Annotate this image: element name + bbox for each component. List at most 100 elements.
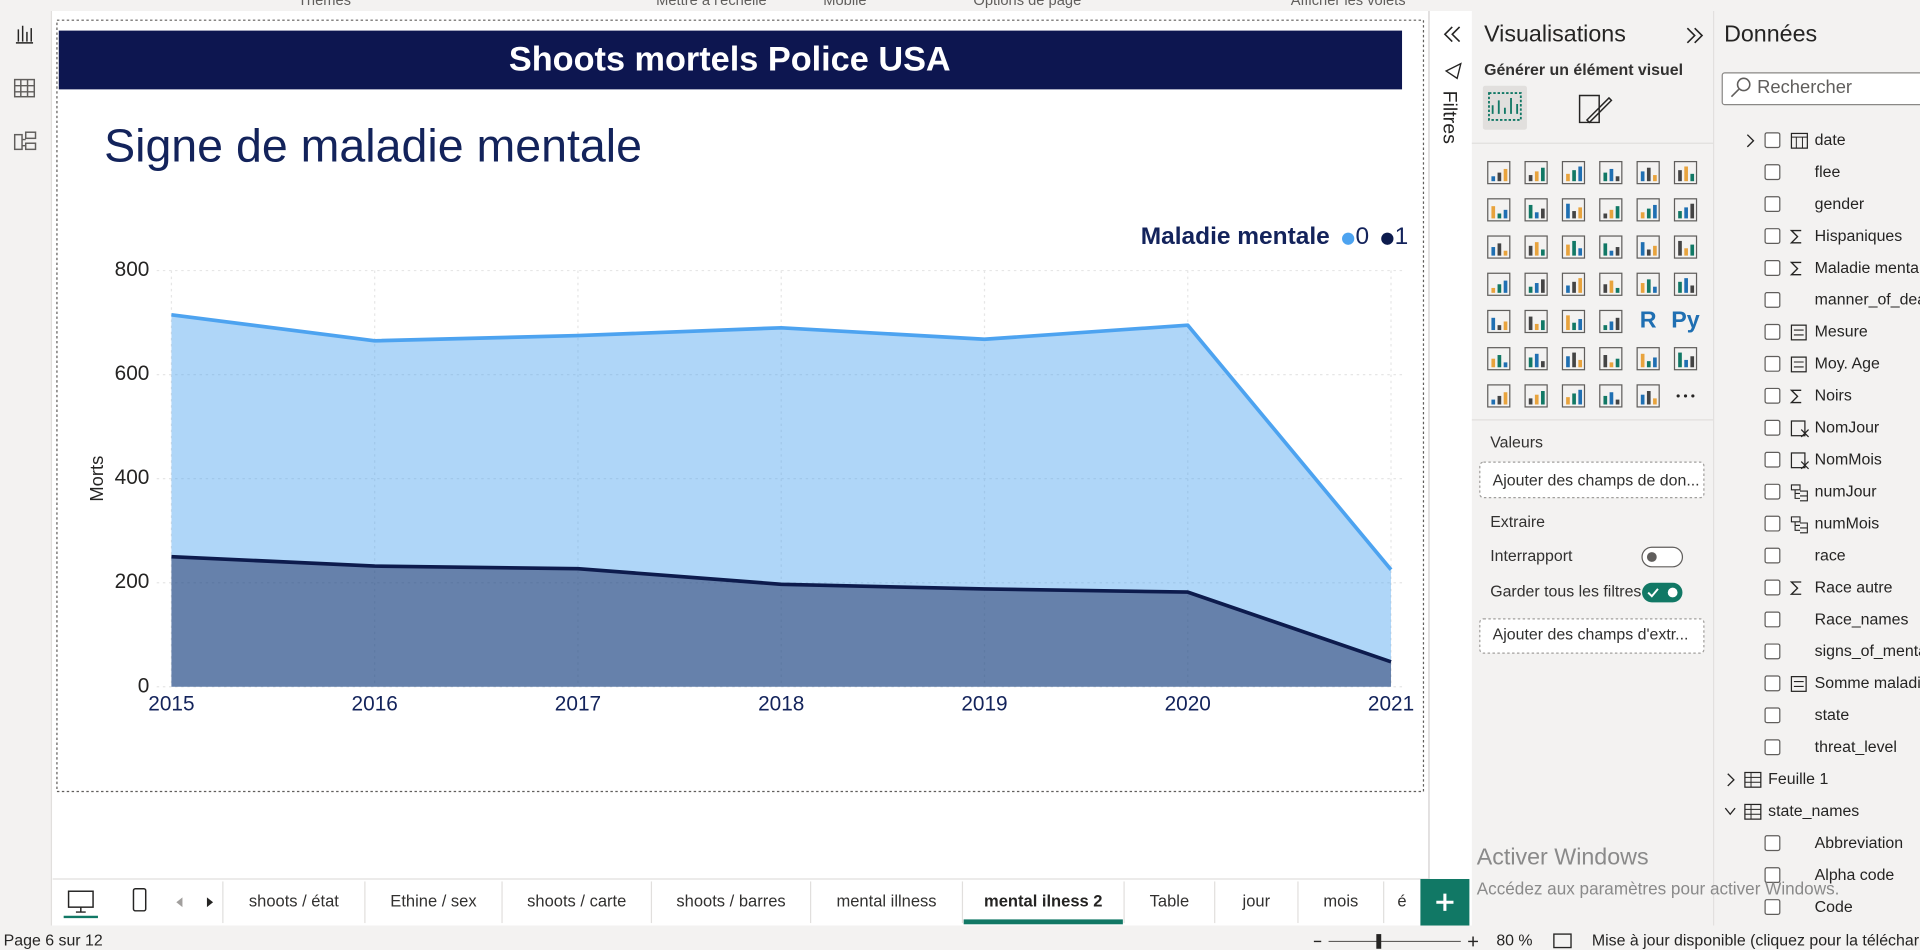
visual-icon[interactable] — [1524, 198, 1548, 222]
field-row[interactable]: Mesure — [1764, 324, 1868, 341]
visual-icon[interactable] — [1561, 235, 1586, 259]
field-row[interactable]: date — [1746, 132, 1846, 149]
field-row[interactable]: Alpha code — [1764, 867, 1894, 884]
format-visual-tab[interactable] — [1578, 94, 1613, 124]
field-row[interactable]: Abbreviation — [1764, 835, 1903, 852]
visual-icon[interactable] — [1561, 272, 1586, 296]
visual-icon[interactable] — [1524, 272, 1548, 296]
visual-icon[interactable] — [1487, 309, 1511, 334]
prev-page[interactable] — [176, 897, 183, 908]
filters-label[interactable]: Filtres — [1438, 91, 1460, 145]
field-row[interactable]: Noirs — [1764, 388, 1852, 405]
visual-icon[interactable] — [1673, 160, 1698, 185]
field-row[interactable]: Maladie menta — [1764, 260, 1919, 277]
visual-icon[interactable] — [1487, 160, 1511, 185]
page-tab[interactable]: mental illness — [836, 892, 936, 911]
visual-icon[interactable] — [1561, 384, 1586, 408]
visual-icon[interactable] — [1599, 235, 1623, 259]
collapse-filters[interactable] — [1443, 26, 1461, 43]
update-notice[interactable]: Mise à jour disponible (cliquez pour la … — [1592, 933, 1920, 950]
visual-icon[interactable] — [1636, 272, 1660, 296]
field-row[interactable]: numMois — [1764, 515, 1879, 534]
page-tab[interactable]: Ethine / sex — [390, 892, 477, 911]
visual-icon[interactable] — [1524, 347, 1548, 371]
cross-report-toggle[interactable] — [1641, 546, 1684, 568]
fit-page[interactable] — [1553, 933, 1572, 949]
search-box[interactable] — [1721, 72, 1920, 106]
visual-icon[interactable] — [1636, 160, 1660, 185]
visual-icon[interactable] — [1561, 160, 1586, 185]
page-tab[interactable]: jour — [1242, 892, 1271, 911]
visual-icon[interactable] — [1599, 384, 1623, 408]
expand-pane[interactable] — [1686, 27, 1704, 44]
field-row[interactable]: NomMois — [1764, 452, 1882, 470]
visual-icon[interactable] — [1524, 160, 1548, 185]
visual-icon[interactable] — [1599, 309, 1623, 334]
table-view-icon[interactable] — [13, 78, 36, 98]
visual-icon-label[interactable]: R — [1640, 307, 1657, 333]
visual-icon[interactable] — [1487, 198, 1511, 222]
field-row[interactable]: Race_names — [1764, 611, 1908, 628]
visual-icon[interactable] — [1561, 347, 1586, 371]
page-tab[interactable]: shoots / barres — [676, 892, 785, 911]
report-page[interactable] — [56, 19, 1425, 793]
visual-icon[interactable] — [1636, 198, 1660, 222]
field-row[interactable]: Moy. Age — [1764, 356, 1880, 373]
page-tab[interactable]: mois — [1323, 892, 1358, 911]
field-row[interactable]: threat_level — [1764, 739, 1897, 756]
field-row[interactable]: signs_of_menta — [1764, 643, 1920, 660]
field-row[interactable]: state_names — [1724, 803, 1859, 820]
field-row[interactable]: Code — [1764, 899, 1853, 916]
field-row[interactable]: manner_of_dea — [1764, 292, 1920, 309]
mobile-layout[interactable] — [132, 888, 147, 912]
visual-icon[interactable] — [1636, 384, 1660, 408]
more-visuals[interactable] — [1683, 394, 1688, 398]
model-view-icon[interactable] — [13, 131, 37, 151]
field-row[interactable]: race — [1764, 547, 1846, 564]
visual-icon[interactable] — [1487, 272, 1511, 296]
field-row[interactable]: Somme maladi — [1764, 675, 1920, 692]
visual-icon[interactable] — [1524, 309, 1548, 334]
page-tab[interactable]: shoots / carte — [527, 892, 626, 911]
next-page[interactable] — [206, 897, 214, 908]
visual-icon[interactable] — [1599, 272, 1623, 296]
visual-icon[interactable] — [1487, 235, 1511, 259]
report-view-icon[interactable] — [15, 25, 34, 44]
visual-icon[interactable] — [1599, 347, 1623, 371]
desktop-layout[interactable] — [67, 890, 94, 913]
visual-icon[interactable] — [1636, 347, 1660, 371]
field-row[interactable]: flee — [1764, 164, 1840, 181]
field-row[interactable]: Hispaniques — [1764, 228, 1902, 245]
page-tab[interactable]: shoots / état — [249, 892, 339, 911]
page-tab[interactable]: mental ilness 2 — [984, 892, 1102, 911]
visual-icon[interactable] — [1561, 309, 1586, 334]
page-tab[interactable]: Table — [1150, 892, 1189, 911]
drill-well[interactable] — [1479, 618, 1705, 654]
field-row[interactable]: numJour — [1764, 483, 1877, 502]
field-row[interactable]: state — [1764, 707, 1849, 724]
visual-icon[interactable] — [1673, 347, 1698, 371]
visual-icon[interactable] — [1487, 347, 1511, 371]
field-row[interactable]: Race autre — [1764, 579, 1893, 596]
visual-icon[interactable] — [1673, 235, 1698, 259]
visual-icon[interactable] — [1673, 272, 1698, 296]
visual-icon[interactable] — [1599, 198, 1623, 222]
more-visuals[interactable] — [1691, 394, 1695, 398]
visual-icon[interactable] — [1599, 160, 1623, 185]
field-row[interactable]: NomJour — [1764, 420, 1880, 438]
visual-icon[interactable] — [1487, 384, 1511, 408]
visual-icon[interactable] — [1636, 235, 1660, 259]
visual-icon[interactable] — [1524, 235, 1548, 259]
values-well[interactable] — [1479, 461, 1705, 499]
zoom-thumb[interactable] — [1376, 934, 1382, 949]
keep-filters-toggle[interactable] — [1642, 582, 1683, 603]
visual-icon[interactable] — [1561, 198, 1586, 222]
visual-icon[interactable] — [1673, 198, 1698, 222]
more-visuals[interactable] — [1676, 394, 1680, 398]
visual-icon-label[interactable]: Py — [1671, 307, 1700, 333]
visual-icon[interactable] — [1524, 384, 1548, 408]
page-tab[interactable]: é — [1397, 892, 1406, 911]
field-row[interactable]: gender — [1764, 196, 1865, 213]
field-row[interactable]: Feuille 1 — [1727, 771, 1829, 788]
zoom-buttons[interactable] — [1313, 936, 1478, 947]
